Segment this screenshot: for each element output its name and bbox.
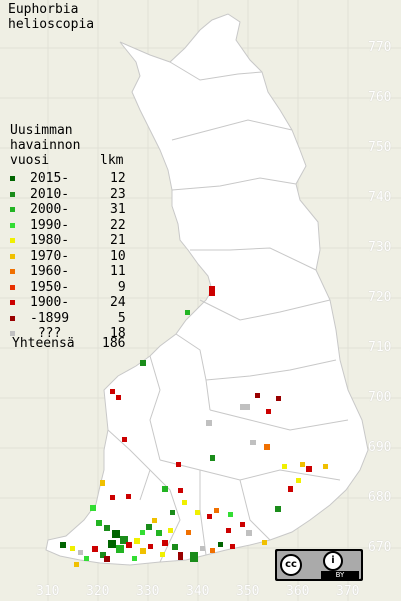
x-tick-label: 330 (136, 584, 160, 599)
x-tick-label: 350 (236, 584, 260, 599)
y-tick-label: 690 (368, 440, 392, 455)
y-tick-label: 710 (368, 340, 392, 355)
legend-label: 1980- (30, 233, 70, 248)
legend-count: 9 (110, 279, 126, 295)
y-tick-label: 700 (368, 390, 392, 405)
legend-label: 1970- (30, 248, 70, 264)
legend-count: 11 (110, 264, 126, 279)
legend-total-label: Yhteensä (12, 336, 75, 351)
legend-count: 5 (110, 310, 126, 326)
legend-swatch (10, 191, 15, 197)
legend-swatch (10, 253, 15, 259)
legend-header-line1: Uusimman (10, 123, 73, 138)
x-tick-label: 320 (86, 584, 110, 599)
legend-total-count: 186 (102, 336, 126, 351)
y-tick-label: 760 (368, 90, 392, 105)
cc-icon: cc (280, 554, 302, 576)
legend-swatch (10, 331, 15, 336)
country-outline (45, 13, 369, 566)
y-tick-label: 770 (368, 40, 392, 55)
legend-swatch (10, 269, 15, 274)
license-badge: cc i BY (275, 549, 363, 581)
legend-swatch (10, 238, 15, 243)
y-tick-label: 680 (368, 490, 392, 505)
legend-swatch (10, 300, 15, 305)
legend-swatch (10, 315, 15, 321)
legend-label: ??? (30, 326, 62, 341)
legend-label: -1899 (30, 310, 70, 326)
x-tick-label: 340 (186, 584, 210, 599)
legend-header-line2: havainnon (10, 138, 81, 153)
x-tick-label: 360 (286, 584, 310, 599)
species-title-line1: Euphorbia (8, 2, 79, 17)
legend-count: 10 (110, 248, 126, 264)
legend-swatch (10, 176, 15, 181)
legend-count: 23 (110, 186, 126, 202)
legend-label: 1960- (30, 264, 70, 279)
legend-label: 1900- (30, 295, 70, 310)
person-icon: i (323, 551, 343, 571)
license-by-label: BY (321, 571, 359, 579)
legend-label: 1990- (30, 217, 70, 233)
legend-label: 2015- (30, 171, 70, 186)
legend-count: 24 (110, 295, 126, 310)
legend-count: 21 (110, 233, 126, 248)
legend-count: 31 (110, 202, 126, 217)
legend-swatch (10, 284, 15, 290)
legend-count: 12 (110, 171, 126, 186)
x-tick-label: 310 (36, 584, 60, 599)
species-title-line2: helioscopia (8, 17, 95, 32)
y-tick-label: 730 (368, 240, 392, 255)
legend-label: 2000- (30, 202, 70, 217)
legend-swatch (10, 222, 15, 228)
y-tick-label: 740 (368, 190, 392, 205)
legend-header-count: lkm (100, 153, 124, 168)
observation-markers (60, 286, 328, 567)
x-tick-label: 370 (336, 584, 360, 599)
y-tick-label: 750 (368, 140, 392, 155)
y-tick-label: 720 (368, 290, 392, 305)
legend-label: 1950- (30, 279, 70, 295)
region-borders (107, 61, 349, 563)
legend-swatch (10, 207, 15, 212)
legend-count: 18 (110, 326, 126, 341)
legend-label: 2010- (30, 186, 70, 202)
y-tick-label: 670 (368, 540, 392, 555)
legend-count: 22 (110, 217, 126, 233)
legend-header-line3: vuosi (10, 153, 50, 168)
